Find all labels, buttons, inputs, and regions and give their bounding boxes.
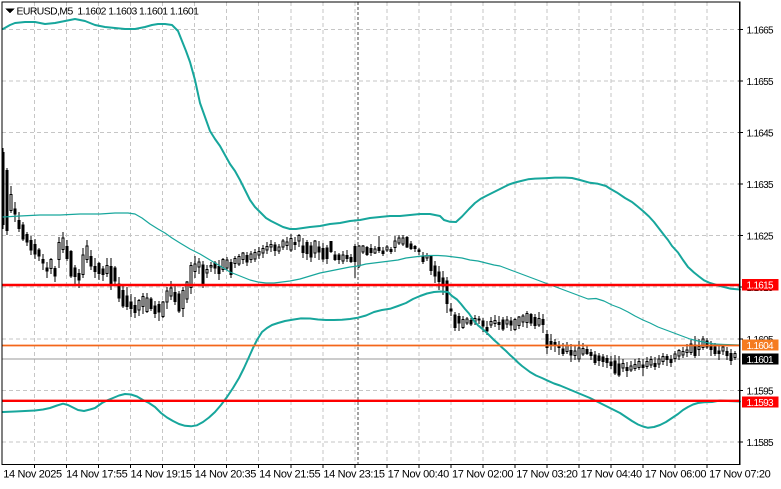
svg-text:1.1601: 1.1601 — [747, 355, 775, 366]
svg-text:1.1595: 1.1595 — [747, 386, 775, 397]
svg-text:1.1645: 1.1645 — [747, 129, 775, 140]
svg-text:14 Nov 17:55: 14 Nov 17:55 — [66, 469, 127, 481]
svg-text:1.1615: 1.1615 — [747, 281, 775, 292]
svg-text:1.1625: 1.1625 — [747, 232, 775, 243]
svg-text:17 Nov 04:40: 17 Nov 04:40 — [581, 469, 642, 481]
svg-text:17 Nov 06:00: 17 Nov 06:00 — [645, 469, 706, 481]
svg-text:14 Nov 21:55: 14 Nov 21:55 — [259, 469, 320, 481]
svg-text:1.1604: 1.1604 — [747, 341, 775, 352]
svg-text:1.1593: 1.1593 — [747, 398, 775, 409]
svg-text:1.1655: 1.1655 — [747, 77, 775, 88]
svg-text:14 Nov 20:35: 14 Nov 20:35 — [195, 469, 256, 481]
svg-text:17 Nov 07:20: 17 Nov 07:20 — [709, 469, 770, 481]
svg-text:14 Nov 23:15: 14 Nov 23:15 — [323, 469, 384, 481]
svg-text:17 Nov 03:20: 17 Nov 03:20 — [516, 469, 577, 481]
svg-text:14 Nov 2025: 14 Nov 2025 — [3, 469, 62, 481]
svg-text:17 Nov 02:00: 17 Nov 02:00 — [452, 469, 513, 481]
svg-text:1.1635: 1.1635 — [747, 180, 775, 191]
svg-text:EURUSD,M5 1.1602 1.1603 1.160: EURUSD,M5 1.1602 1.1603 1.1601 1.1601 — [17, 7, 200, 18]
svg-text:14 Nov 19:15: 14 Nov 19:15 — [130, 469, 191, 481]
svg-text:1.1665: 1.1665 — [747, 26, 775, 37]
svg-text:17 Nov 00:40: 17 Nov 00:40 — [388, 469, 449, 481]
svg-text:1.1585: 1.1585 — [747, 438, 775, 449]
